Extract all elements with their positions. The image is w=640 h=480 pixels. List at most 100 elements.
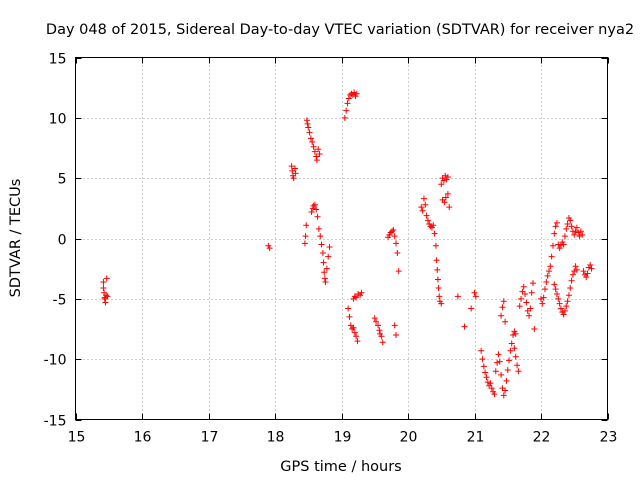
data-point bbox=[441, 199, 448, 206]
y-tick-label: 10 bbox=[49, 112, 67, 128]
y-tick-label: -15 bbox=[44, 414, 67, 430]
data-point bbox=[560, 241, 567, 248]
data-point bbox=[523, 299, 530, 306]
data-point bbox=[377, 330, 384, 337]
data-point bbox=[472, 293, 479, 300]
data-point bbox=[526, 312, 533, 319]
data-point bbox=[311, 148, 318, 155]
data-point bbox=[423, 212, 430, 219]
data-point bbox=[310, 202, 317, 209]
data-point bbox=[503, 377, 510, 384]
data-point bbox=[551, 230, 558, 237]
data-point bbox=[310, 143, 317, 150]
data-point bbox=[496, 358, 503, 365]
data-point bbox=[584, 270, 591, 277]
data-point bbox=[351, 89, 358, 96]
data-point bbox=[309, 138, 316, 145]
x-tick-label: 23 bbox=[600, 430, 618, 446]
data-point bbox=[379, 339, 386, 346]
data-point bbox=[555, 241, 562, 248]
y-tick-label: 5 bbox=[58, 172, 67, 188]
data-point bbox=[553, 219, 560, 226]
data-point bbox=[573, 224, 580, 231]
data-point bbox=[373, 318, 380, 325]
data-point bbox=[539, 300, 546, 307]
data-point bbox=[577, 228, 584, 235]
data-point bbox=[478, 347, 485, 354]
data-point bbox=[320, 259, 327, 266]
data-point bbox=[371, 315, 378, 322]
data-point bbox=[393, 332, 400, 339]
data-point bbox=[512, 353, 519, 360]
data-point bbox=[436, 293, 443, 300]
data-point bbox=[516, 303, 523, 310]
data-point bbox=[305, 124, 312, 131]
data-point bbox=[575, 229, 582, 236]
data-point bbox=[391, 233, 398, 240]
data-point bbox=[103, 292, 110, 299]
data-point bbox=[488, 385, 495, 392]
data-point bbox=[544, 272, 551, 279]
data-point bbox=[434, 266, 441, 273]
data-point bbox=[442, 194, 449, 201]
data-point bbox=[418, 204, 425, 211]
data-point bbox=[325, 253, 332, 260]
x-tick-label: 16 bbox=[134, 430, 152, 446]
data-point bbox=[528, 289, 535, 296]
data-point bbox=[500, 298, 507, 305]
data-point bbox=[307, 135, 314, 142]
data-point bbox=[314, 213, 321, 220]
data-point bbox=[438, 300, 445, 307]
data-point bbox=[102, 299, 109, 306]
chart-title: Day 048 of 2015, Sidereal Day-to-day VTE… bbox=[46, 22, 634, 38]
data-point bbox=[495, 351, 502, 358]
data-point bbox=[487, 380, 494, 387]
data-point bbox=[394, 249, 401, 256]
data-point bbox=[530, 280, 537, 287]
data-point bbox=[560, 311, 567, 318]
data-point bbox=[290, 175, 297, 182]
data-point bbox=[538, 295, 544, 302]
data-point bbox=[567, 217, 574, 224]
data-point bbox=[564, 298, 571, 305]
data-point bbox=[549, 242, 556, 249]
data-point bbox=[561, 307, 568, 314]
y-tick-label: -5 bbox=[53, 293, 67, 309]
data-point bbox=[547, 263, 554, 270]
data-point bbox=[434, 276, 441, 283]
x-tick-label: 21 bbox=[467, 430, 485, 446]
data-point bbox=[494, 359, 501, 366]
data-point bbox=[540, 294, 547, 301]
data-point bbox=[321, 275, 328, 282]
data-point bbox=[569, 271, 576, 278]
data-point bbox=[304, 120, 311, 127]
data-point bbox=[557, 305, 564, 312]
data-point bbox=[100, 284, 107, 291]
data-point bbox=[349, 326, 356, 332]
data-point bbox=[419, 207, 426, 214]
data-point bbox=[291, 165, 298, 172]
data-point bbox=[583, 274, 590, 281]
data-point bbox=[313, 157, 320, 164]
data-point bbox=[432, 242, 439, 249]
data-point bbox=[345, 95, 352, 102]
data-point bbox=[571, 268, 578, 275]
data-point bbox=[358, 289, 365, 296]
x-tick-label: 22 bbox=[533, 430, 551, 446]
data-point bbox=[389, 228, 396, 235]
data-point bbox=[319, 249, 326, 256]
data-point bbox=[101, 295, 108, 302]
data-point bbox=[103, 275, 110, 282]
data-point bbox=[499, 304, 506, 311]
data-point bbox=[308, 208, 315, 215]
data-point bbox=[498, 371, 505, 378]
data-point bbox=[431, 230, 438, 237]
data-point bbox=[518, 295, 525, 302]
data-point bbox=[313, 206, 320, 213]
data-point bbox=[508, 340, 515, 347]
data-point bbox=[482, 369, 489, 376]
data-point bbox=[341, 114, 348, 121]
x-axis-label: GPS time / hours bbox=[280, 459, 401, 475]
data-point bbox=[393, 240, 400, 247]
data-point bbox=[507, 347, 514, 354]
